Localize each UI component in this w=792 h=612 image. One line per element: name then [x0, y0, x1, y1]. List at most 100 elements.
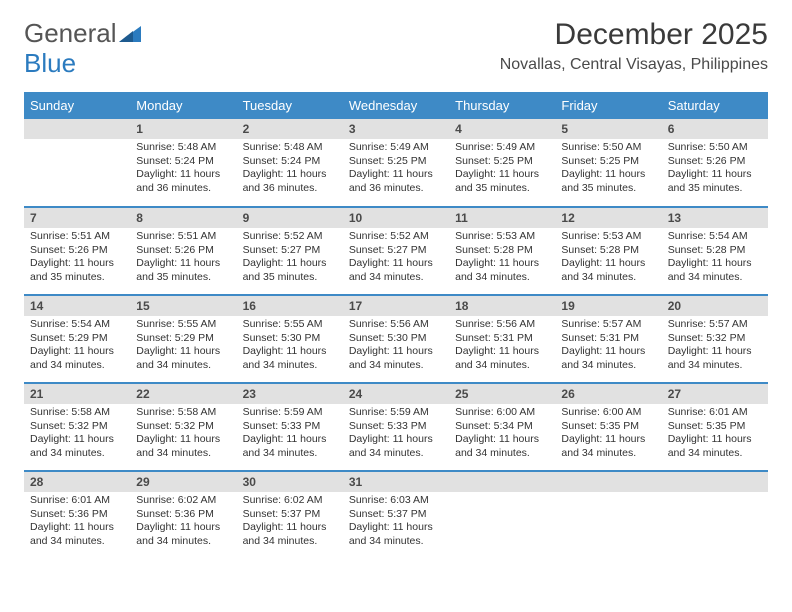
sunset-text: Sunset: 5:29 PM: [136, 332, 230, 346]
cell-body: Sunrise: 5:56 AMSunset: 5:30 PMDaylight:…: [343, 316, 449, 377]
day-number: [24, 119, 130, 139]
day-number: 28: [24, 472, 130, 492]
sunrise-text: Sunrise: 5:48 AM: [243, 141, 337, 155]
sunrise-text: Sunrise: 5:53 AM: [455, 230, 549, 244]
day-number: 3: [343, 119, 449, 139]
day-number: 23: [237, 384, 343, 404]
sunset-text: Sunset: 5:35 PM: [668, 420, 762, 434]
sunrise-text: Sunrise: 5:59 AM: [349, 406, 443, 420]
cell-body: Sunrise: 5:54 AMSunset: 5:28 PMDaylight:…: [662, 228, 768, 289]
cell-body: Sunrise: 5:51 AMSunset: 5:26 PMDaylight:…: [130, 228, 236, 289]
day-number: 10: [343, 208, 449, 228]
cell-body: Sunrise: 5:54 AMSunset: 5:29 PMDaylight:…: [24, 316, 130, 377]
day-header: Wednesday: [343, 92, 449, 119]
cell-body: Sunrise: 5:50 AMSunset: 5:26 PMDaylight:…: [662, 139, 768, 200]
location-subtitle: Novallas, Central Visayas, Philippines: [500, 56, 768, 74]
day-number: 27: [662, 384, 768, 404]
daylight-text: Daylight: 11 hours and 35 minutes.: [243, 257, 337, 284]
calendar-week-row: 21Sunrise: 5:58 AMSunset: 5:32 PMDayligh…: [24, 383, 768, 471]
day-number: 7: [24, 208, 130, 228]
sunrise-text: Sunrise: 5:56 AM: [349, 318, 443, 332]
calendar-week-row: 28Sunrise: 6:01 AMSunset: 5:36 PMDayligh…: [24, 471, 768, 559]
sunset-text: Sunset: 5:27 PM: [243, 244, 337, 258]
sunrise-text: Sunrise: 5:57 AM: [561, 318, 655, 332]
calendar-cell: [662, 471, 768, 559]
day-header: Tuesday: [237, 92, 343, 119]
sunset-text: Sunset: 5:29 PM: [30, 332, 124, 346]
day-number: [555, 472, 661, 492]
calendar-cell: 27Sunrise: 6:01 AMSunset: 5:35 PMDayligh…: [662, 383, 768, 471]
calendar-cell: 7Sunrise: 5:51 AMSunset: 5:26 PMDaylight…: [24, 207, 130, 295]
sunset-text: Sunset: 5:31 PM: [455, 332, 549, 346]
cell-body: Sunrise: 6:01 AMSunset: 5:36 PMDaylight:…: [24, 492, 130, 553]
daylight-text: Daylight: 11 hours and 34 minutes.: [30, 433, 124, 460]
calendar-cell: 31Sunrise: 6:03 AMSunset: 5:37 PMDayligh…: [343, 471, 449, 559]
sunset-text: Sunset: 5:26 PM: [30, 244, 124, 258]
title-block: December 2025 Novallas, Central Visayas,…: [500, 18, 768, 74]
sunset-text: Sunset: 5:37 PM: [349, 508, 443, 522]
sunset-text: Sunset: 5:26 PM: [136, 244, 230, 258]
day-header: Monday: [130, 92, 236, 119]
calendar-table: Sunday Monday Tuesday Wednesday Thursday…: [24, 92, 768, 559]
calendar-cell: 6Sunrise: 5:50 AMSunset: 5:26 PMDaylight…: [662, 119, 768, 207]
sunset-text: Sunset: 5:32 PM: [668, 332, 762, 346]
day-number: 15: [130, 296, 236, 316]
sunrise-text: Sunrise: 5:51 AM: [30, 230, 124, 244]
cell-body: Sunrise: 5:51 AMSunset: 5:26 PMDaylight:…: [24, 228, 130, 289]
daylight-text: Daylight: 11 hours and 34 minutes.: [136, 433, 230, 460]
sunrise-text: Sunrise: 5:54 AM: [30, 318, 124, 332]
day-number: [662, 472, 768, 492]
daylight-text: Daylight: 11 hours and 35 minutes.: [136, 257, 230, 284]
day-header-row: Sunday Monday Tuesday Wednesday Thursday…: [24, 92, 768, 119]
daylight-text: Daylight: 11 hours and 34 minutes.: [668, 433, 762, 460]
calendar-cell: 4Sunrise: 5:49 AMSunset: 5:25 PMDaylight…: [449, 119, 555, 207]
sunrise-text: Sunrise: 5:55 AM: [136, 318, 230, 332]
sunset-text: Sunset: 5:25 PM: [561, 155, 655, 169]
daylight-text: Daylight: 11 hours and 34 minutes.: [455, 345, 549, 372]
sunrise-text: Sunrise: 5:53 AM: [561, 230, 655, 244]
daylight-text: Daylight: 11 hours and 34 minutes.: [561, 257, 655, 284]
cell-body: Sunrise: 5:59 AMSunset: 5:33 PMDaylight:…: [237, 404, 343, 465]
calendar-cell: 1Sunrise: 5:48 AMSunset: 5:24 PMDaylight…: [130, 119, 236, 207]
sunrise-text: Sunrise: 5:50 AM: [668, 141, 762, 155]
sunrise-text: Sunrise: 5:54 AM: [668, 230, 762, 244]
day-header: Thursday: [449, 92, 555, 119]
cell-body: Sunrise: 5:52 AMSunset: 5:27 PMDaylight:…: [343, 228, 449, 289]
day-number: 5: [555, 119, 661, 139]
calendar-cell: 11Sunrise: 5:53 AMSunset: 5:28 PMDayligh…: [449, 207, 555, 295]
daylight-text: Daylight: 11 hours and 34 minutes.: [30, 521, 124, 548]
calendar-cell: 24Sunrise: 5:59 AMSunset: 5:33 PMDayligh…: [343, 383, 449, 471]
calendar-week-row: 14Sunrise: 5:54 AMSunset: 5:29 PMDayligh…: [24, 295, 768, 383]
day-number: 11: [449, 208, 555, 228]
day-number: 16: [237, 296, 343, 316]
calendar-cell: 25Sunrise: 6:00 AMSunset: 5:34 PMDayligh…: [449, 383, 555, 471]
calendar-cell: 17Sunrise: 5:56 AMSunset: 5:30 PMDayligh…: [343, 295, 449, 383]
day-header: Friday: [555, 92, 661, 119]
calendar-cell: 14Sunrise: 5:54 AMSunset: 5:29 PMDayligh…: [24, 295, 130, 383]
daylight-text: Daylight: 11 hours and 35 minutes.: [455, 168, 549, 195]
sunrise-text: Sunrise: 6:01 AM: [30, 494, 124, 508]
calendar-cell: 28Sunrise: 6:01 AMSunset: 5:36 PMDayligh…: [24, 471, 130, 559]
calendar-cell: 23Sunrise: 5:59 AMSunset: 5:33 PMDayligh…: [237, 383, 343, 471]
sunset-text: Sunset: 5:27 PM: [349, 244, 443, 258]
page-title: December 2025: [500, 18, 768, 52]
sunset-text: Sunset: 5:26 PM: [668, 155, 762, 169]
daylight-text: Daylight: 11 hours and 34 minutes.: [243, 345, 337, 372]
sunset-text: Sunset: 5:24 PM: [243, 155, 337, 169]
day-number: 19: [555, 296, 661, 316]
cell-body: Sunrise: 6:00 AMSunset: 5:35 PMDaylight:…: [555, 404, 661, 465]
day-number: 8: [130, 208, 236, 228]
sunrise-text: Sunrise: 5:50 AM: [561, 141, 655, 155]
daylight-text: Daylight: 11 hours and 36 minutes.: [243, 168, 337, 195]
sunrise-text: Sunrise: 6:02 AM: [136, 494, 230, 508]
logo-text-2: Blue: [24, 48, 76, 79]
daylight-text: Daylight: 11 hours and 34 minutes.: [349, 345, 443, 372]
day-number: 18: [449, 296, 555, 316]
calendar-cell: 15Sunrise: 5:55 AMSunset: 5:29 PMDayligh…: [130, 295, 236, 383]
calendar-cell: [555, 471, 661, 559]
day-number: 6: [662, 119, 768, 139]
cell-body: Sunrise: 5:56 AMSunset: 5:31 PMDaylight:…: [449, 316, 555, 377]
day-header: Saturday: [662, 92, 768, 119]
day-number: 17: [343, 296, 449, 316]
sunrise-text: Sunrise: 5:52 AM: [243, 230, 337, 244]
